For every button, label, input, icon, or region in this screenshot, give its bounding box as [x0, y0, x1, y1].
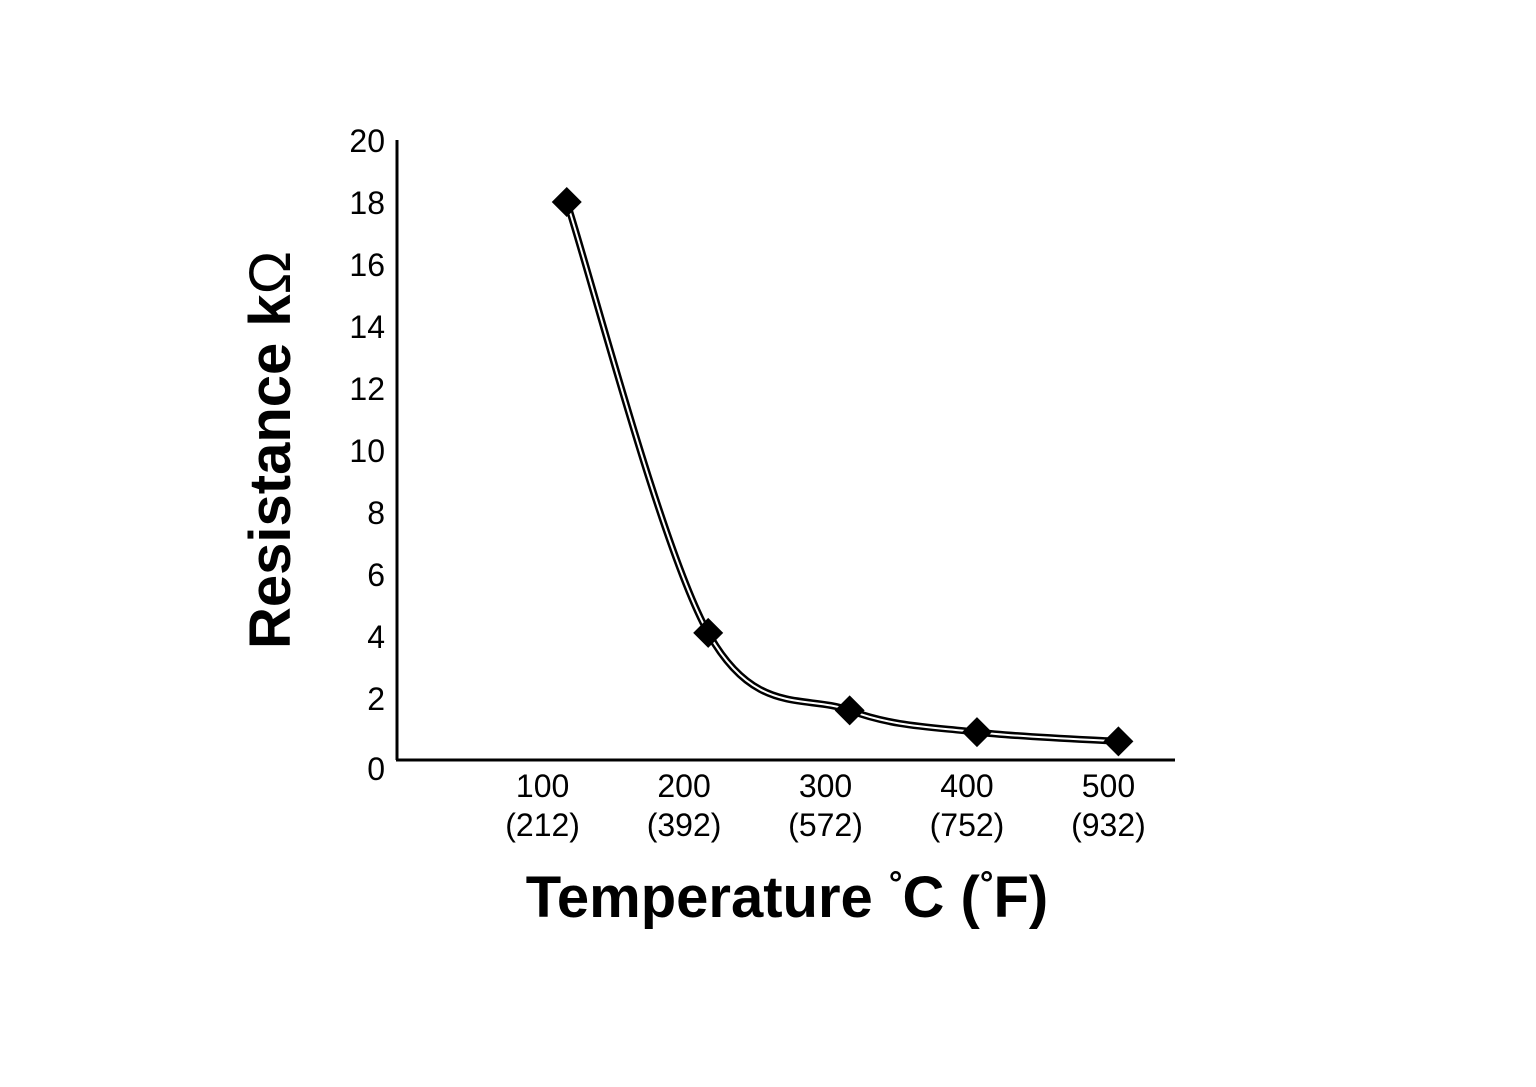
y-tick-label: 18 — [349, 185, 385, 221]
y-tick-label: 2 — [367, 681, 385, 717]
x-tick-labels: 100(212) 200(392) 300(572) 400(752) 500(932) — [505, 768, 1146, 843]
x-tick-label-fahrenheit: (932) — [1071, 807, 1146, 843]
data-markers — [551, 187, 1134, 757]
y-axis-title: Resistance kΩ — [238, 251, 303, 649]
x-tick-label-celsius: 500 — [1082, 768, 1135, 804]
axes — [395, 140, 1175, 762]
y-tick-label: 0 — [367, 751, 385, 787]
y-tick-label: 16 — [349, 247, 385, 283]
x-tick-label-celsius: 100 — [516, 768, 569, 804]
y-tick-label: 10 — [349, 433, 385, 469]
series-line-outer — [563, 198, 1122, 745]
x-tick-label-fahrenheit: (212) — [505, 807, 580, 843]
x-tick-label-celsius: 200 — [657, 768, 710, 804]
data-point-marker — [551, 187, 582, 217]
y-tick-label: 6 — [367, 557, 385, 593]
series-layer — [563, 198, 1122, 745]
data-point-marker — [961, 717, 992, 748]
x-tick-label-celsius: 300 — [799, 768, 852, 804]
y-tick-labels: 0 2 4 6 8 10 12 14 16 18 20 — [349, 123, 385, 787]
x-tick-label-celsius: 400 — [940, 768, 993, 804]
x-axis-title: Temperature °C (°F) — [526, 865, 1048, 930]
data-point-marker — [834, 695, 865, 726]
series-line-inner — [565, 201, 1120, 743]
y-tick-label: 20 — [349, 123, 385, 159]
y-tick-label: 12 — [349, 371, 385, 407]
y-tick-label: 8 — [367, 495, 385, 531]
x-tick-label-fahrenheit: (752) — [930, 807, 1005, 843]
data-point-marker — [693, 617, 724, 648]
x-tick-label-fahrenheit: (392) — [647, 807, 722, 843]
x-tick-label-fahrenheit: (572) — [788, 807, 863, 843]
data-point-marker — [1103, 726, 1134, 757]
y-tick-label: 4 — [367, 619, 385, 655]
y-tick-label: 14 — [349, 309, 385, 345]
